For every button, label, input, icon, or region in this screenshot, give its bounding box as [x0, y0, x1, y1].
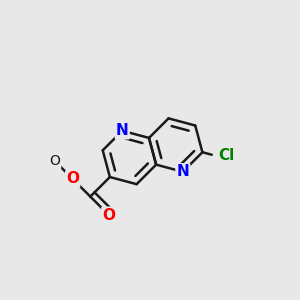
Text: O: O	[50, 154, 61, 168]
Text: Cl: Cl	[218, 148, 235, 163]
Text: N: N	[176, 164, 189, 179]
Text: N: N	[116, 123, 129, 138]
Text: O: O	[102, 208, 116, 223]
Text: O: O	[66, 172, 79, 187]
